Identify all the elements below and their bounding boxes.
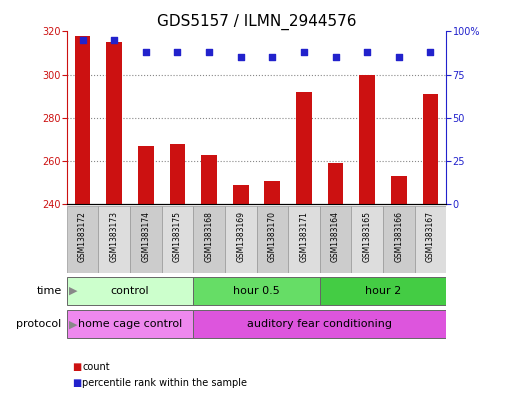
Point (236, 54, 245, 61)
Point (205, 49, 213, 55)
Bar (67, 206, 98, 273)
Text: GSM1383173: GSM1383173 (110, 211, 119, 262)
Bar (201, 154, 217, 393)
Point (142, 49, 150, 55)
Text: GSM1383174: GSM1383174 (141, 211, 150, 262)
Bar (415, 206, 446, 273)
Bar (130, 206, 162, 273)
Bar (423, 94, 439, 393)
Text: auditory fear conditioning: auditory fear conditioning (247, 319, 392, 329)
Text: GSM1383171: GSM1383171 (300, 211, 308, 262)
Bar (233, 185, 249, 393)
Bar (264, 180, 280, 393)
Point (300, 49, 308, 55)
Bar (67, 277, 193, 305)
Text: GSM1383166: GSM1383166 (394, 211, 403, 262)
Bar (351, 206, 383, 273)
Text: GSM1383170: GSM1383170 (268, 211, 277, 262)
Text: count: count (82, 362, 110, 373)
Title: GDS5157 / ILMN_2944576: GDS5157 / ILMN_2944576 (157, 14, 356, 30)
Bar (193, 277, 320, 305)
Text: GSM1383165: GSM1383165 (363, 211, 372, 262)
Bar (162, 206, 193, 273)
Bar (67, 310, 193, 338)
Text: GSM1383172: GSM1383172 (78, 211, 87, 262)
Point (78, 37, 87, 43)
Point (363, 49, 371, 55)
Text: ■: ■ (72, 362, 81, 373)
Text: hour 0.5: hour 0.5 (233, 286, 280, 296)
Text: home cage control: home cage control (78, 319, 182, 329)
Bar (391, 176, 407, 393)
Bar (288, 206, 320, 273)
Text: hour 2: hour 2 (365, 286, 401, 296)
Text: GSM1383167: GSM1383167 (426, 211, 435, 262)
Bar (169, 144, 185, 393)
Text: percentile rank within the sample: percentile rank within the sample (82, 378, 247, 388)
Text: ■: ■ (72, 378, 81, 388)
Bar (138, 146, 154, 393)
Point (173, 49, 182, 55)
Text: control: control (111, 286, 149, 296)
Bar (98, 206, 130, 273)
Text: GSM1383175: GSM1383175 (173, 211, 182, 262)
Text: ▶: ▶ (69, 286, 77, 296)
Bar (296, 92, 312, 393)
Bar (193, 206, 225, 273)
Bar (74, 36, 90, 393)
Point (110, 37, 118, 43)
Point (394, 54, 403, 61)
Bar (328, 163, 344, 393)
Point (268, 54, 277, 61)
Bar (193, 310, 446, 338)
Text: time: time (36, 286, 62, 296)
Bar (256, 206, 288, 273)
Point (426, 49, 435, 55)
Point (331, 54, 340, 61)
Text: ▶: ▶ (69, 319, 77, 329)
Text: GSM1383164: GSM1383164 (331, 211, 340, 262)
Bar (320, 206, 351, 273)
Text: GSM1383169: GSM1383169 (236, 211, 245, 262)
Bar (106, 42, 122, 393)
Text: GSM1383168: GSM1383168 (205, 211, 213, 262)
Bar (225, 206, 256, 273)
Bar (383, 206, 415, 273)
Bar (320, 277, 446, 305)
Bar (359, 75, 375, 393)
Text: protocol: protocol (16, 319, 62, 329)
